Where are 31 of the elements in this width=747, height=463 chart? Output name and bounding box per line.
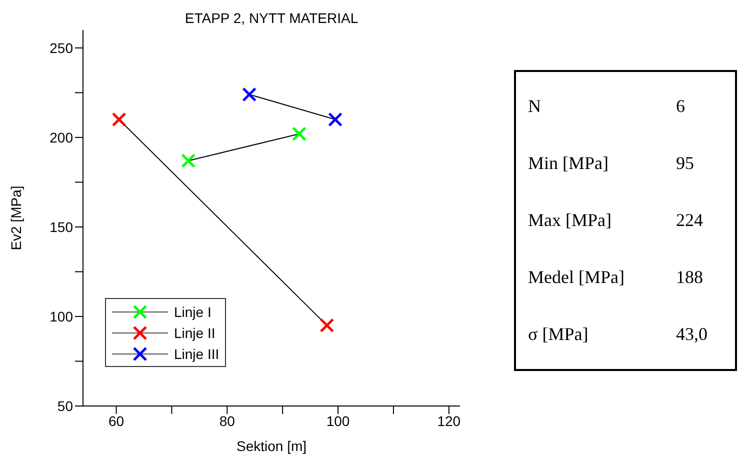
point: [320, 318, 334, 333]
point: [112, 112, 126, 127]
text: 6: [676, 96, 685, 117]
y-tick-label: 100: [50, 308, 74, 324]
text: Medel [MPa]: [528, 267, 626, 288]
text: 43,0: [676, 324, 708, 345]
text: σ [MPa]: [528, 324, 590, 345]
legend-label: Linje III: [174, 346, 220, 362]
text: Max [MPa]: [528, 210, 612, 231]
x-tick-label: 100: [326, 412, 350, 429]
text: Min [MPa]: [528, 153, 610, 174]
point: [292, 126, 306, 142]
legend-label: Linje II: [174, 324, 216, 340]
text: 188: [676, 267, 703, 288]
chart-title: ETAPP 2, NYTT MATERIAL: [184, 10, 360, 26]
x-tick-label: 80: [219, 412, 236, 429]
text: 95: [676, 153, 694, 174]
y-tick-label: 250: [50, 40, 74, 56]
legend-label: Linje I: [174, 304, 212, 320]
text: 224: [676, 210, 703, 231]
y-axis-title: Ev2 [MPa]: [8, 186, 24, 250]
text: N: [528, 96, 542, 117]
point: [181, 153, 196, 168]
y-tick-label: 150: [50, 218, 74, 235]
point: [242, 87, 257, 102]
y-tick-label: 50: [57, 398, 74, 414]
x-tick-label: 60: [108, 412, 124, 429]
x-axis-title: Sektion [m]: [236, 438, 307, 454]
y-tick-label: 200: [50, 129, 74, 146]
x-tick-label: 120: [437, 412, 461, 429]
point: [328, 112, 343, 127]
